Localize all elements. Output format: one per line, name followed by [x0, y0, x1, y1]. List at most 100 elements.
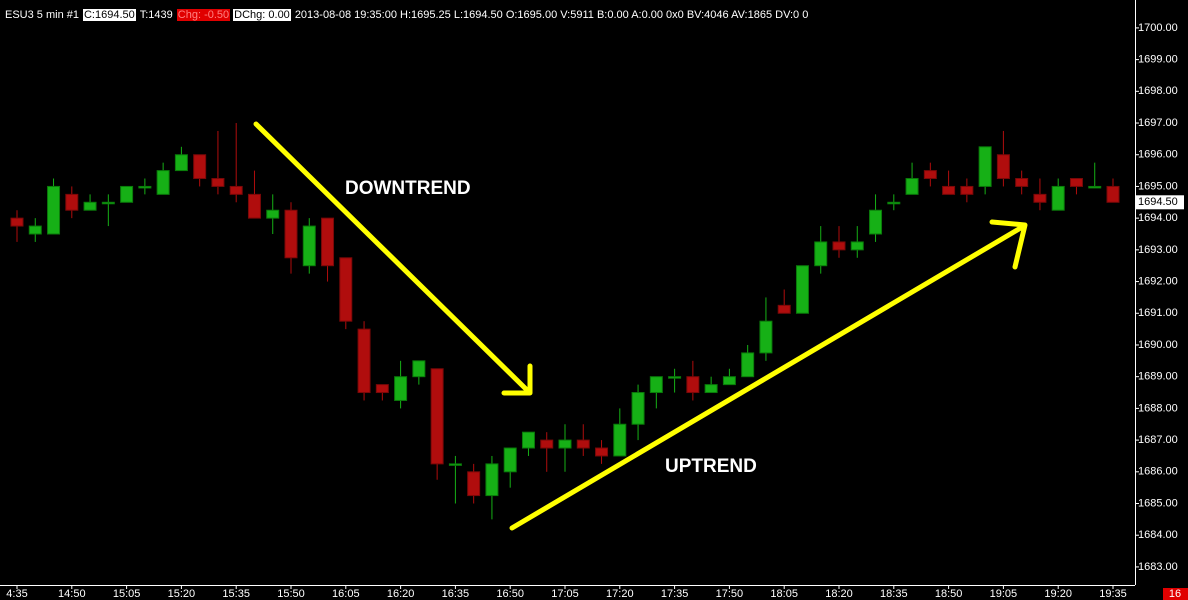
x-tick-label: 18:20	[825, 588, 853, 600]
candle-body	[156, 170, 170, 195]
candle-body	[795, 265, 809, 314]
y-tick-label: 1688.00	[1138, 402, 1178, 414]
candle-body	[850, 241, 864, 251]
candle-body	[302, 225, 316, 267]
candle-body	[229, 185, 243, 195]
y-tick-label: 1687.00	[1138, 434, 1178, 446]
candle-body	[357, 328, 371, 394]
candle-body	[83, 201, 97, 211]
y-tick-label: 1699.00	[1138, 54, 1178, 66]
uptrend-arrow	[509, 223, 1027, 531]
x-tick-label: 15:05	[113, 588, 141, 600]
candle-body	[759, 320, 773, 354]
header: ESU3 5 min #1 C:1694.50 T:1439 Chg: -0.50 DC…	[4, 9, 812, 22]
candle-body	[814, 241, 828, 267]
x-tick-label: 16:05	[332, 588, 360, 600]
last-price-box	[1136, 195, 1184, 210]
x-tick-label: 15:50	[277, 588, 305, 600]
corner-box	[1163, 588, 1188, 600]
y-tick-label: 1691.00	[1138, 307, 1178, 319]
x-tick-label: 19:20	[1044, 588, 1072, 600]
y-tick-label: 1683.00	[1138, 561, 1178, 573]
y-tick-label: 1700.00	[1138, 22, 1178, 34]
x-tick-label: 15:20	[168, 588, 196, 600]
candle-body	[722, 376, 736, 386]
candle-body	[595, 447, 609, 457]
y-tick-label: 1689.00	[1138, 371, 1178, 383]
candle-body	[174, 154, 188, 172]
y-tick-label: 1697.00	[1138, 117, 1178, 129]
candle-body	[339, 257, 353, 322]
x-tick-label: 14:50	[58, 588, 86, 600]
candle-body	[284, 209, 298, 259]
y-tick-label: 1698.00	[1138, 85, 1178, 97]
trend-arrows	[253, 121, 1028, 531]
candle-body	[412, 360, 426, 378]
candle-body	[266, 209, 280, 219]
candle-body	[686, 376, 700, 394]
x-tick-label: 17:50	[716, 588, 744, 600]
candle-body	[1015, 178, 1029, 187]
dchange-box: DChg: 0.00	[233, 9, 291, 21]
y-tick-label: 1685.00	[1138, 497, 1178, 509]
candle-body	[321, 217, 335, 267]
candle-body	[1069, 178, 1083, 187]
candle-body	[996, 154, 1010, 180]
downtrend-label: DOWNTREND	[345, 178, 471, 199]
candle-body	[923, 170, 937, 180]
x-tick-label: 17:20	[606, 588, 634, 600]
candle-body	[448, 463, 462, 466]
x-tick-label: 19:05	[990, 588, 1018, 600]
y-tick-label: 1695.00	[1138, 180, 1178, 192]
y-tick-label: 1696.00	[1138, 149, 1178, 161]
candle-body	[1106, 185, 1120, 203]
candle-body	[960, 185, 974, 195]
x-tick-label: 18:35	[880, 588, 908, 600]
y-tick-label: 1694.00	[1138, 212, 1178, 224]
candle-body	[485, 463, 499, 497]
y-tick-label: 1690.00	[1138, 339, 1178, 351]
candle-body	[394, 376, 408, 401]
ticks: T:1439	[139, 9, 173, 21]
candle-body	[777, 304, 791, 314]
downtrend-arrowhead	[501, 363, 533, 396]
x-tick-label: 17:35	[661, 588, 689, 600]
candle-body	[138, 185, 152, 189]
candle-body	[613, 423, 627, 457]
candle-body	[10, 217, 24, 227]
x-tick-label: 17:05	[551, 588, 579, 600]
candle-body	[741, 352, 755, 378]
candle-body	[887, 201, 901, 205]
candle-body	[905, 178, 919, 195]
bar-info: 2013-08-08 19:35:00 H:1695.25 L:1694.50 …	[294, 9, 809, 21]
candle-body	[120, 185, 134, 203]
x-tick-label: 18:50	[935, 588, 963, 600]
uptrend-arrowhead	[989, 219, 1028, 270]
candle-body	[576, 439, 590, 449]
candle-body	[247, 193, 261, 219]
candle-body	[503, 447, 517, 473]
candle-body	[832, 241, 846, 251]
downtrend-arrow	[253, 121, 532, 395]
candle-body	[649, 376, 663, 394]
candle-body	[869, 209, 883, 235]
y-tick-label: 1693.00	[1138, 244, 1178, 256]
y-tick-label: 1686.00	[1138, 466, 1178, 478]
candle-body	[47, 185, 61, 235]
candle-body	[942, 185, 956, 195]
x-tick-label: 16:20	[387, 588, 415, 600]
x-tick-label: 16:35	[442, 588, 470, 600]
candle-body	[540, 439, 554, 449]
candle-body	[1051, 185, 1065, 211]
candle-body	[211, 178, 225, 187]
candle-body	[631, 392, 645, 425]
candle-body	[467, 471, 481, 497]
uptrend-label: UPTREND	[665, 456, 757, 477]
change-box: Chg: -0.50	[176, 9, 231, 21]
close-box: C:1694.50	[82, 9, 136, 21]
candle-body	[1033, 193, 1047, 203]
candle-body	[704, 384, 718, 394]
